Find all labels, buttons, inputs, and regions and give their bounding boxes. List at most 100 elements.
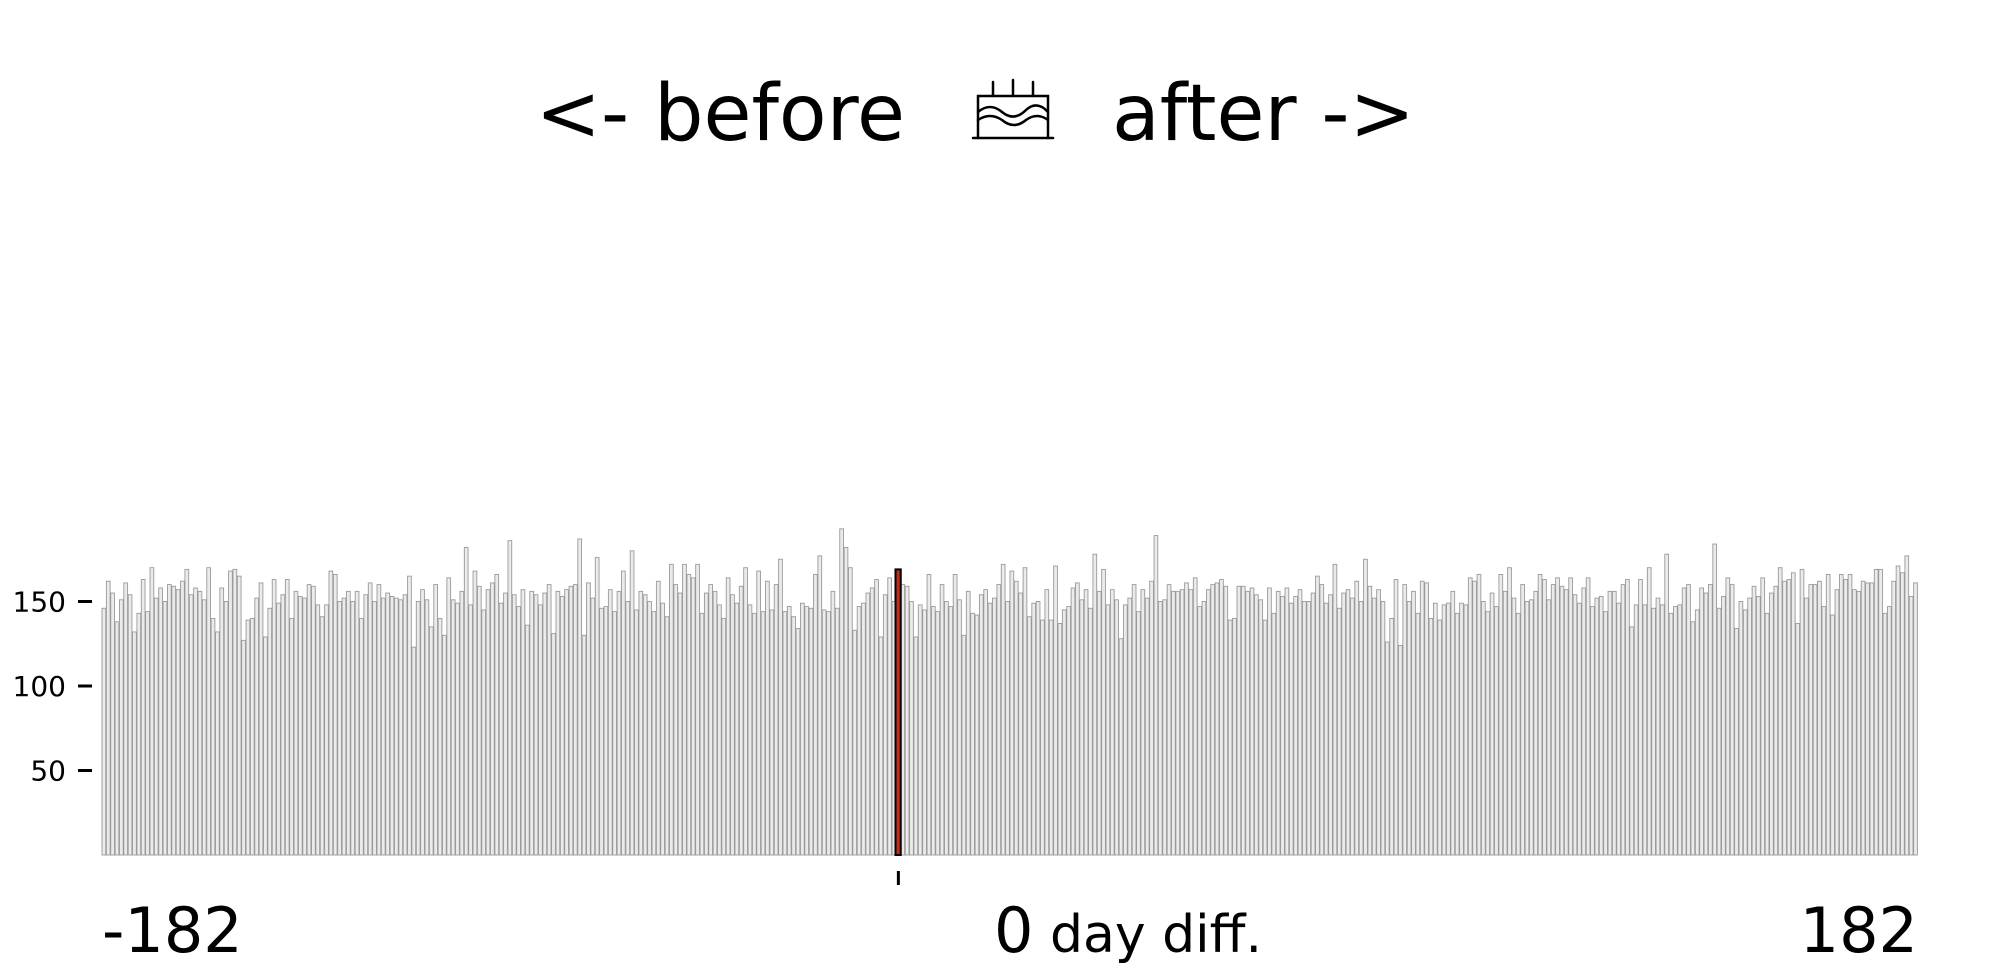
bar [1249, 587, 1255, 856]
bar [599, 607, 604, 856]
bar [1205, 589, 1211, 856]
bar [1913, 582, 1918, 856]
bar [1577, 602, 1582, 856]
bar [1332, 563, 1338, 856]
bar [289, 617, 294, 856]
bar [573, 584, 578, 856]
bar [1293, 595, 1298, 856]
bar [961, 634, 967, 856]
bar [145, 611, 150, 856]
bar [690, 577, 696, 856]
bar [1690, 621, 1696, 856]
bar [1524, 601, 1530, 856]
bar [206, 567, 211, 856]
bar [167, 584, 172, 856]
bar [1581, 587, 1587, 856]
bar [1585, 577, 1591, 856]
bar [1336, 607, 1342, 856]
bar [132, 631, 137, 856]
bar [843, 546, 849, 856]
bar [1476, 574, 1482, 856]
bar [1677, 604, 1683, 856]
bar [1511, 597, 1517, 856]
bar [1118, 638, 1124, 856]
bar [1092, 553, 1098, 856]
bar [1446, 602, 1451, 856]
bar [974, 614, 980, 856]
bar [821, 609, 827, 856]
bar [730, 594, 735, 856]
bar [996, 584, 1002, 856]
bar [1751, 585, 1757, 856]
x-axis-label: day diff. [1050, 905, 1262, 965]
bar [1101, 568, 1106, 856]
bar [686, 574, 692, 856]
bar [1254, 594, 1259, 856]
bar [856, 606, 862, 856]
bar [494, 574, 500, 856]
bar [1232, 617, 1237, 856]
bar [1441, 604, 1447, 856]
bar [524, 624, 530, 856]
bar [1537, 574, 1543, 856]
bar [769, 609, 775, 856]
bar [1302, 601, 1307, 856]
bar [442, 634, 447, 856]
bar [297, 595, 303, 856]
bar [1603, 611, 1608, 856]
bar [1742, 609, 1748, 856]
bar [1838, 574, 1844, 856]
bar [1088, 607, 1093, 856]
bar [965, 590, 971, 856]
bar [1847, 574, 1853, 856]
bar [354, 590, 360, 856]
bar [1878, 568, 1883, 856]
y-tick-label: 100 [13, 670, 66, 703]
bar [1756, 595, 1761, 856]
bar [481, 609, 486, 856]
bar [1520, 584, 1525, 856]
bar [616, 590, 622, 856]
bar [1157, 601, 1163, 856]
bar [1852, 589, 1857, 856]
bar [1681, 587, 1687, 856]
bar [952, 574, 958, 856]
bar [926, 574, 932, 856]
bar [476, 585, 482, 856]
bar [978, 594, 984, 856]
bar [1031, 602, 1037, 856]
bar [852, 629, 858, 856]
bar [629, 550, 635, 856]
bar [1306, 601, 1312, 856]
bar [1764, 612, 1770, 856]
bar [1131, 584, 1137, 856]
bar [887, 577, 892, 856]
bar [634, 609, 639, 856]
bar [1341, 592, 1346, 856]
bar [607, 589, 613, 856]
bar [1642, 604, 1648, 856]
bar [1175, 590, 1181, 856]
bar [110, 592, 115, 856]
bar [1895, 565, 1901, 856]
bar [826, 611, 831, 856]
bar [1075, 582, 1080, 856]
bar [564, 589, 569, 856]
bar [1638, 579, 1643, 856]
bar [1415, 612, 1421, 856]
bar [232, 568, 238, 856]
bar [1149, 580, 1154, 856]
bar [756, 570, 762, 856]
bar [140, 579, 146, 856]
bar [1358, 601, 1364, 856]
y-axis: 50 100 150 [13, 586, 92, 788]
x-min-label: -182 [102, 894, 243, 967]
bar [459, 590, 465, 856]
bar [1812, 584, 1818, 856]
bar [1048, 619, 1054, 856]
bar [1275, 590, 1281, 856]
bar [1655, 597, 1661, 856]
bar [765, 580, 770, 856]
bar [1856, 590, 1862, 856]
